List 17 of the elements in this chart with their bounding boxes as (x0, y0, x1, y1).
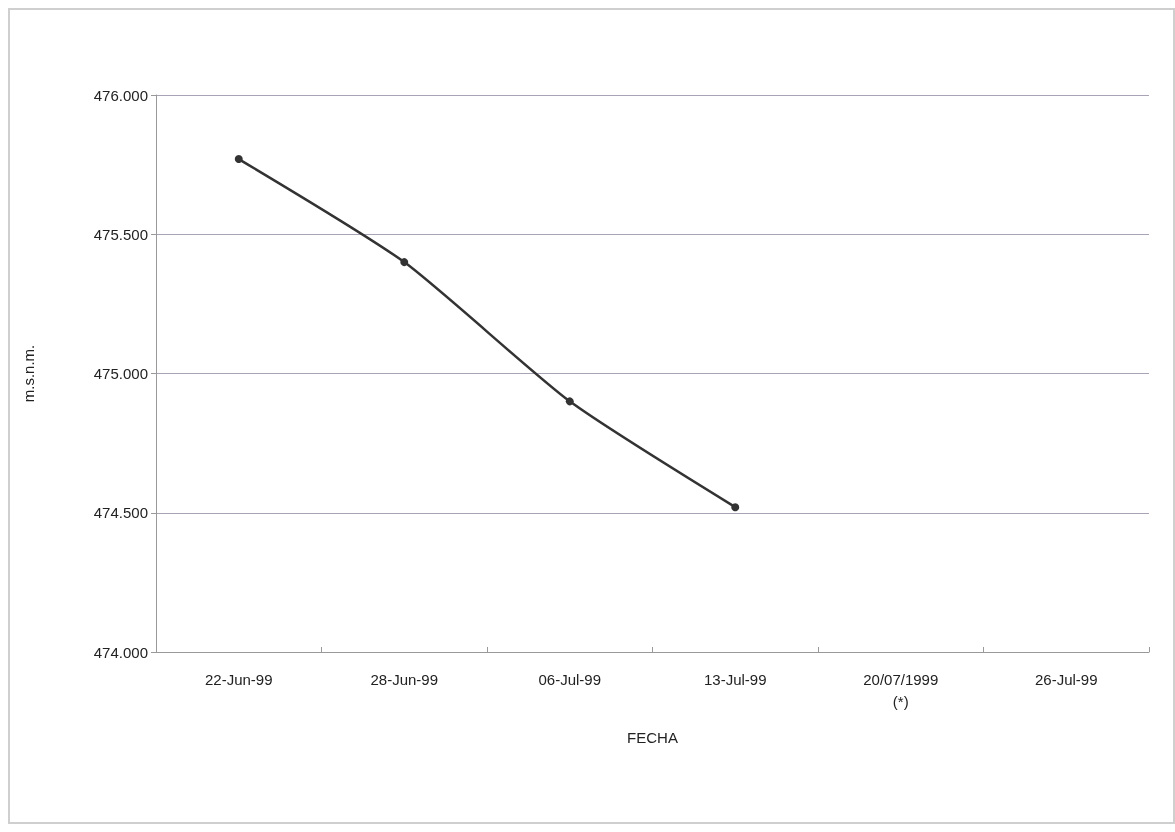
y-axis-title: m.s.n.m. (20, 344, 37, 403)
point (400, 258, 409, 267)
y-tick-label: 475.500 (93, 225, 148, 243)
y-tick-label: 474.500 (93, 504, 148, 522)
y-tick-label: 474.000 (93, 643, 148, 661)
x-tick-label: 22-Jun-99 (204, 670, 273, 688)
point (234, 155, 243, 164)
x-tick-label: 20/07/1999 (*) (863, 670, 939, 710)
point (565, 397, 574, 406)
x-tick-label: 13-Jul-99 (703, 670, 767, 688)
x-axis-title: FECHA (627, 729, 678, 746)
x-tick-label: 26-Jul-99 (1034, 670, 1098, 688)
x-tick-label: 28-Jun-99 (370, 670, 439, 688)
y-tick-label: 475.000 (93, 365, 148, 382)
point (731, 503, 740, 512)
x-tick-label: 06-Jul-99 (538, 670, 602, 688)
y-tick-label: 476.000 (93, 86, 148, 104)
